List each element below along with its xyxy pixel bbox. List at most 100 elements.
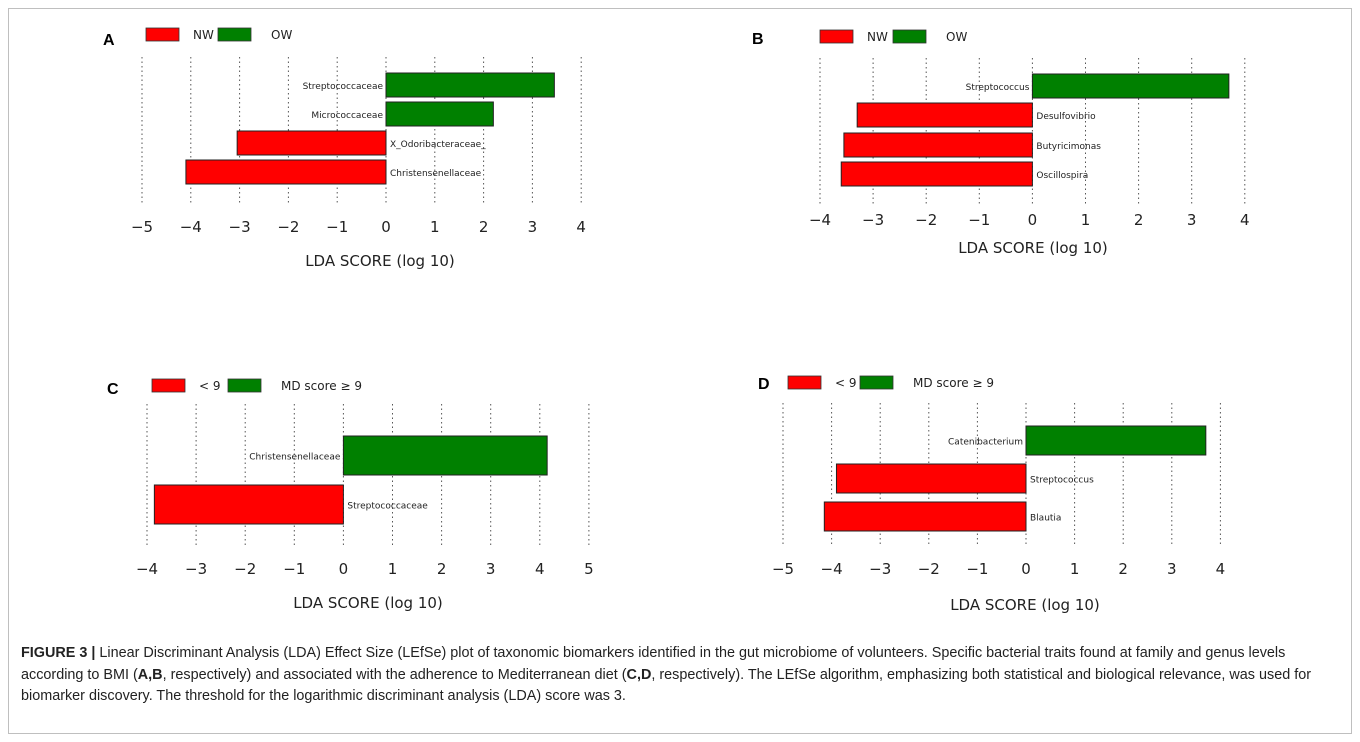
tick-label: −3 (869, 560, 891, 578)
bar (342, 435, 548, 476)
bar-label: Catenibacterium (948, 438, 1023, 448)
tick-label: 0 (1028, 211, 1038, 229)
tick-label: 5 (584, 560, 594, 578)
caption-text: , respectively) and associated with the … (162, 666, 627, 683)
bar (856, 102, 1033, 128)
caption-text: , respectively). The LEfSe algorithm, em… (21, 666, 1311, 705)
bar-label: Streptococcus (1030, 476, 1094, 486)
tick-label: −5 (772, 560, 794, 578)
bar-label: Desulfovibrio (1036, 112, 1096, 122)
bar-label: Streptococcaceae (347, 502, 428, 512)
tick-label: 0 (381, 218, 391, 236)
panel-C: C < 9 MD score ≥ 9 Christensenellaceae Strep… (107, 378, 594, 612)
caption-text: Linear Discriminant Analysis (LDA) Effec… (21, 645, 1286, 683)
bar-label: X_Odoribacteraceae_ (390, 140, 486, 150)
bar-label: Christensenellaceae (249, 453, 341, 463)
tick-label: −3 (862, 211, 884, 229)
bar (835, 463, 1027, 494)
panel-letter: C (107, 381, 119, 398)
bar-label: Butyricimonas (1036, 142, 1101, 152)
tick-label: −4 (180, 218, 202, 236)
tick-label: 3 (1187, 211, 1197, 229)
tick-label: −4 (136, 560, 158, 578)
figure-frame (8, 8, 1352, 734)
tick-label: −5 (131, 218, 153, 236)
bar-label: Streptococcus (966, 83, 1030, 93)
tick-label: −3 (229, 218, 251, 236)
x-axis-label: LDA SCORE (log 10) (958, 239, 1108, 257)
panel-letter: B (752, 31, 764, 48)
x-axis-label: LDA SCORE (log 10) (950, 596, 1100, 614)
caption-bold-ref: C,D (626, 666, 652, 683)
legend-label: OW (271, 28, 292, 42)
tick-label: 4 (1240, 211, 1250, 229)
tick-label: 3 (1167, 560, 1177, 578)
tick-label: −1 (968, 211, 990, 229)
tick-label: 4 (576, 218, 586, 236)
legend-label: OW (946, 30, 967, 44)
legend-swatch (892, 29, 927, 44)
bar (1025, 425, 1207, 456)
bar (1031, 73, 1230, 99)
legend-label: < 9 (199, 379, 221, 393)
bar-label: Oscillospira (1036, 171, 1088, 181)
tick-label: −2 (277, 218, 299, 236)
panel-A: A NW OW Streptococcaceae Micrococcaceae X_Odo… (103, 27, 586, 270)
legend-label: MD score ≥ 9 (913, 376, 994, 390)
tick-label: 0 (1021, 560, 1031, 578)
tick-label: 2 (1118, 560, 1128, 578)
bar-label: Blautia (1030, 514, 1061, 524)
legend-swatch (227, 378, 262, 393)
panel-letter: A (103, 32, 115, 49)
tick-label: −2 (915, 211, 937, 229)
tick-label: 3 (528, 218, 538, 236)
tick-label: 2 (437, 560, 447, 578)
bar-label: Micrococcaceae (311, 111, 383, 121)
tick-label: 1 (430, 218, 440, 236)
legend-swatch (787, 375, 822, 390)
bar (385, 101, 494, 127)
tick-label: 0 (339, 560, 349, 578)
caption-bold-ref: A,B (137, 666, 163, 683)
bar-label: Streptococcaceae (303, 82, 384, 92)
tick-label: −4 (821, 560, 843, 578)
panel-D: D < 9 MD score ≥ 9 Catenibacterium Streptoco… (758, 375, 1226, 614)
legend-swatch (151, 378, 186, 393)
tick-label: −1 (283, 560, 305, 578)
legend-label: MD score ≥ 9 (281, 379, 362, 393)
tick-label: 1 (1070, 560, 1080, 578)
legend-label: NW (193, 28, 214, 42)
legend-label: < 9 (835, 376, 857, 390)
bar (153, 484, 344, 525)
tick-label: 3 (486, 560, 496, 578)
tick-label: −2 (918, 560, 940, 578)
tick-label: −3 (185, 560, 207, 578)
bar (840, 161, 1033, 187)
legend-swatch (145, 27, 180, 42)
tick-label: 1 (1081, 211, 1091, 229)
panel-letter: D (758, 376, 770, 393)
bar (385, 72, 555, 98)
tick-label: −1 (326, 218, 348, 236)
tick-label: 4 (535, 560, 545, 578)
legend-swatch (819, 29, 854, 44)
bar (843, 132, 1033, 158)
bar (236, 130, 387, 156)
legend-swatch (859, 375, 894, 390)
tick-label: −4 (809, 211, 831, 229)
x-axis-label: LDA SCORE (log 10) (293, 594, 443, 612)
bar (823, 501, 1027, 532)
tick-label: −1 (966, 560, 988, 578)
legend-label: NW (867, 30, 888, 44)
bar (185, 159, 387, 185)
tick-label: 1 (388, 560, 398, 578)
bar-label: Christensenellaceae (390, 169, 482, 179)
tick-label: 2 (479, 218, 489, 236)
panel-B: B NW OW Streptococcus Desulfovibrio Butyricim… (752, 29, 1250, 257)
x-axis-label: LDA SCORE (log 10) (305, 252, 455, 270)
tick-label: −2 (234, 560, 256, 578)
tick-label: 4 (1216, 560, 1226, 578)
figure-caption: FIGURE 3 | Linear Discriminant Analysis … (21, 643, 1339, 708)
caption-figure-label: FIGURE 3 | (21, 645, 96, 661)
